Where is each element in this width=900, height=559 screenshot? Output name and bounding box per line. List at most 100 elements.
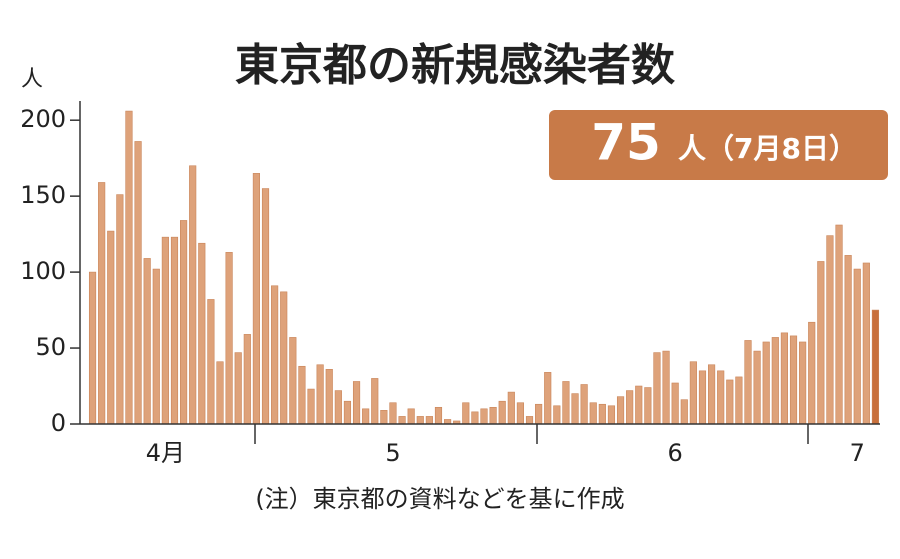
bar — [170, 236, 179, 425]
y-tick-label: 200 — [20, 105, 66, 133]
bar — [507, 391, 515, 425]
bar — [653, 352, 661, 425]
bar — [598, 403, 606, 425]
bar — [416, 416, 424, 425]
bar — [289, 337, 297, 425]
bar — [580, 384, 588, 425]
bar — [525, 416, 534, 425]
bar — [544, 372, 552, 425]
bar — [343, 400, 352, 425]
bar — [243, 334, 251, 425]
chart-title: 東京都の新規感染者数 — [235, 40, 675, 91]
bar — [98, 182, 106, 425]
bar — [161, 236, 169, 425]
bar — [553, 405, 561, 425]
bar — [535, 403, 543, 425]
bar — [407, 408, 415, 425]
callout-text: 人（7月8日） — [678, 132, 857, 165]
bar — [334, 390, 342, 425]
bar — [871, 309, 880, 425]
bar — [471, 411, 479, 425]
bar — [352, 381, 361, 425]
bar — [280, 291, 288, 425]
bar — [298, 365, 306, 425]
bar — [762, 341, 770, 425]
bar — [635, 385, 643, 425]
y-tick-label: 150 — [20, 181, 66, 209]
bar — [717, 370, 725, 425]
bar — [480, 408, 488, 425]
bar — [744, 340, 752, 425]
x-tick-label: 7 — [850, 439, 865, 467]
bar — [325, 369, 333, 425]
bar — [789, 335, 798, 425]
bar — [143, 258, 151, 425]
bar — [862, 262, 870, 425]
bar — [252, 173, 260, 425]
bar — [225, 252, 233, 425]
x-tick-label: 4月 — [146, 439, 185, 467]
bar — [316, 364, 324, 425]
bar — [271, 285, 279, 425]
bar — [198, 242, 206, 425]
bar — [562, 381, 570, 425]
y-tick-label: 50 — [35, 333, 66, 361]
bar — [799, 341, 807, 425]
bar — [671, 382, 679, 425]
bar — [134, 141, 142, 425]
bar — [771, 337, 779, 425]
bar — [726, 379, 734, 425]
bar — [434, 406, 443, 425]
bar — [817, 261, 825, 425]
bar — [589, 402, 597, 425]
x-tick-label: 6 — [668, 439, 683, 467]
bar — [216, 361, 224, 425]
bar — [107, 230, 115, 425]
bar — [425, 416, 433, 425]
callout-box — [549, 110, 888, 180]
bar — [152, 268, 160, 425]
bar — [389, 402, 397, 425]
bar — [234, 352, 242, 425]
bar — [616, 396, 625, 425]
bar — [662, 350, 670, 425]
bar — [753, 350, 761, 425]
bar — [808, 321, 816, 425]
y-tick-label: 0 — [51, 409, 66, 437]
bar — [626, 390, 634, 425]
bar — [489, 406, 497, 425]
bar — [307, 388, 315, 425]
x-tick-label: 5 — [385, 439, 400, 467]
bar — [498, 400, 506, 425]
bar — [88, 271, 97, 425]
bar — [835, 224, 843, 425]
bar — [189, 165, 197, 425]
bar — [644, 387, 652, 425]
bar — [516, 402, 524, 425]
bar — [462, 402, 470, 425]
bar — [125, 110, 133, 425]
bar — [398, 416, 406, 425]
bar — [680, 399, 688, 425]
bar — [362, 408, 370, 425]
bar — [571, 393, 579, 425]
bar — [261, 188, 270, 425]
bar — [607, 405, 616, 425]
bar — [853, 268, 861, 425]
bar — [116, 194, 124, 425]
note: (注）東京都の資料などを基に作成 — [255, 485, 624, 513]
bar — [380, 410, 388, 425]
bar — [708, 364, 716, 425]
bar — [207, 299, 215, 425]
y-unit: 人 — [21, 67, 43, 92]
bar — [826, 235, 834, 425]
y-tick-label: 100 — [20, 257, 66, 285]
bar — [698, 370, 707, 425]
callout-value: 75 — [591, 114, 661, 172]
bar — [735, 376, 743, 425]
bar — [180, 220, 188, 425]
bar — [689, 361, 697, 425]
bar — [371, 378, 379, 425]
